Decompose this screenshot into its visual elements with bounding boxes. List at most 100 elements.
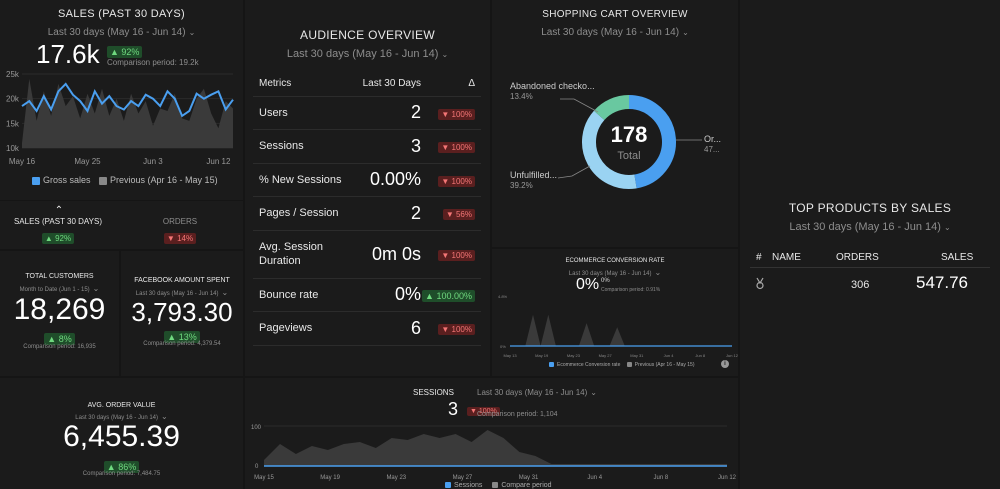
metric-delta-badge: ▼ 100%: [438, 250, 475, 261]
x-tick-label: Jun 3: [143, 157, 163, 166]
x-tick-label: Jun 4: [587, 475, 602, 481]
conversion-period[interactable]: Last 30 days (May 16 - Jun 14) ⌄: [568, 268, 662, 277]
x-tick-label: May 13: [503, 353, 517, 358]
facebook-period[interactable]: Last 30 days (May 16 - Jun 14) ⌄: [135, 288, 229, 297]
cart-period-dropdown[interactable]: Last 30 days (May 16 - Jun 14) ⌄: [541, 27, 689, 38]
cart-title: SHOPPING CART OVERVIEW: [542, 9, 688, 20]
aov-delta: ▲ 86%: [103, 461, 140, 473]
metric-value: 0%: [353, 278, 421, 312]
orders-kpi-delta: ▼ 14%: [163, 233, 197, 244]
aov-title: AVG. ORDER VALUE: [87, 402, 156, 409]
conversion-title: ECOMMERCE CONVERSION RATE: [565, 258, 665, 264]
x-tick-label: May 31: [519, 475, 539, 481]
metric-name: % New Sessions: [253, 163, 353, 197]
x-tick-label: May 19: [535, 353, 549, 358]
ordered-label: Or...: [704, 134, 722, 144]
product-sales: 547.76: [916, 273, 968, 292]
y-tick-label: 10k: [6, 144, 20, 153]
col-period-header: Last 30 Days: [353, 72, 421, 97]
top-products-panel: TOP PRODUCTS BY SALES Last 30 days (May …: [740, 0, 1000, 489]
col-delta-header: Δ: [421, 72, 481, 97]
checkbox-checked-icon: [549, 362, 554, 368]
metric-name: Pageviews: [253, 311, 353, 346]
legend-conversion-previous[interactable]: Previous (Apr 16 - May 15): [626, 362, 695, 368]
x-tick-label: Jun 12: [718, 475, 737, 481]
sales-delta-badge: ▲ 92%: [107, 46, 143, 58]
table-row: Bounce rate 0% ▲ 100.00%: [253, 278, 481, 312]
sessions-period[interactable]: Last 30 days (May 16 - Jun 14) ⌄: [477, 388, 597, 397]
product-orders: 306: [851, 279, 870, 291]
metric-name: Users: [253, 96, 353, 130]
legend-previous[interactable]: Previous (Apr 16 - May 15): [99, 175, 218, 185]
abandoned-label: Abandoned checko...: [510, 81, 595, 91]
x-tick-label: May 31: [630, 353, 644, 358]
sales-comparison: Comparison period: 19.2k: [107, 58, 199, 67]
sessions-comparison: Comparison period: 1,104: [477, 411, 558, 418]
audience-table: Metrics Last 30 Days Δ Users 2 ▼ 100% Sessi…: [253, 72, 481, 346]
metric-name: Bounce rate: [253, 278, 353, 312]
total-customers-panel: TOTAL CUSTOMERS Month to Date (Jun 1 - 1…: [0, 251, 119, 376]
total-customers-period[interactable]: Month to Date (Jun 1 - 15) ⌄: [19, 284, 100, 293]
product-row[interactable]: 306 547.76: [750, 268, 990, 298]
metric-delta-badge: ▲ 100.00%: [422, 289, 475, 302]
table-row: Sessions 3 ▼ 100%: [253, 129, 481, 164]
unfulfilled-leader-line: [557, 165, 591, 179]
legend-compare[interactable]: Compare period: [492, 482, 552, 489]
chevron-down-icon: ⌄: [654, 268, 662, 277]
orders-kpi-label: ORDERS: [162, 217, 198, 226]
chevron-down-icon: ⌄: [943, 223, 951, 232]
y-tick-label: 0%: [500, 344, 506, 349]
table-row: Users 2 ▼ 100%: [253, 96, 481, 130]
metric-value: 2: [353, 96, 421, 130]
abandoned-pct: 13.4%: [510, 92, 533, 101]
previous-period-area: [510, 314, 732, 346]
conversion-value: 0%: [576, 276, 600, 293]
x-tick-label: May 16: [9, 157, 36, 166]
sales-panel: SALES (PAST 30 DAYS) Last 30 days (May 1…: [0, 0, 243, 200]
y-tick-label: 15k: [6, 119, 20, 128]
metric-name: Avg. Session Duration: [253, 230, 353, 279]
aov-period[interactable]: Last 30 days (May 16 - Jun 14) ⌄: [75, 412, 168, 421]
conversion-chart: 4.8% 0% May 13 May 19 May 23 May 27 May 31 Jun …: [498, 294, 738, 358]
metric-name: Pages / Session: [253, 196, 353, 231]
col-metrics-header: Metrics: [253, 72, 353, 97]
table-row: Pages / Session 2 ▼ 56%: [253, 196, 481, 231]
x-tick-label: May 27: [453, 475, 473, 481]
checkbox-checked-icon: [626, 362, 632, 368]
unfulfilled-label: Unfulfilled...: [510, 170, 558, 180]
sessions-title: SESSIONS: [413, 388, 454, 397]
legend-gross-sales[interactable]: Gross sales: [32, 175, 91, 185]
total-customers-comparison: Comparison period: 16,935: [23, 344, 96, 350]
info-icon[interactable]: i: [721, 360, 729, 368]
abandoned-leader-line: [560, 98, 599, 113]
sales-chart: 25k 20k 15k 10k May 16 May 25 Jun 3 Jun 12: [6, 70, 234, 166]
top-products-period-dropdown[interactable]: Last 30 days (May 16 - Jun 14) ⌄: [789, 221, 951, 233]
gross-sales-line: [21, 82, 234, 118]
cart-total-label: Total: [617, 150, 641, 162]
facebook-spend-panel: FACEBOOK AMOUNT SPENT Last 30 days (May …: [121, 251, 243, 376]
x-tick-label: Jun 4: [664, 353, 675, 358]
metric-value: 2: [353, 196, 421, 231]
x-tick-label: May 23: [386, 475, 406, 481]
legend-conversion[interactable]: Ecommerce Conversion rate: [549, 362, 620, 368]
sales-period-dropdown[interactable]: Last 30 days (May 16 - Jun 14) ⌄: [47, 27, 196, 38]
chevron-up-icon[interactable]: ⌃: [54, 205, 64, 216]
sessions-value: 3: [448, 399, 459, 419]
chevron-down-icon: ⌄: [682, 28, 689, 37]
audience-period-dropdown[interactable]: Last 30 days (May 16 - Jun 14) ⌄: [286, 48, 449, 60]
legend-sessions[interactable]: Sessions: [445, 482, 482, 489]
table-row: % New Sessions 0.00% ▼ 100%: [253, 163, 481, 197]
total-customers-title: TOTAL CUSTOMERS: [25, 273, 94, 280]
checkbox-checked-icon: [32, 176, 40, 185]
facebook-comparison: Comparison period: 4,379.54: [143, 341, 221, 347]
donut-slice-2: [593, 95, 630, 121]
sales-title: SALES (PAST 30 DAYS): [57, 8, 186, 20]
sales-value: 17.6k: [36, 39, 100, 69]
chevron-down-icon: ⌄: [161, 412, 168, 421]
col-name-header: NAME: [772, 252, 801, 263]
col-num-header: #: [756, 252, 762, 263]
top-products-title: TOP PRODUCTS BY SALES: [788, 201, 952, 215]
metric-value: 6: [353, 311, 421, 346]
compare-period-area: [264, 430, 727, 466]
donut-slice-1: [582, 110, 637, 189]
